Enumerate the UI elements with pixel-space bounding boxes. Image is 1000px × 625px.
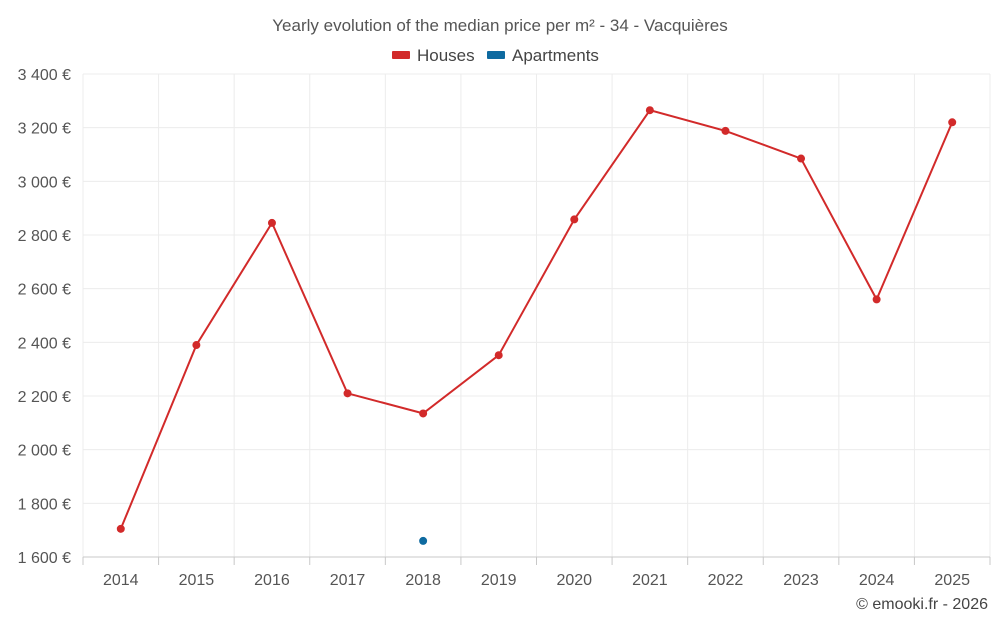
data-point-houses[interactable] xyxy=(116,524,125,533)
legend: Houses Apartments xyxy=(392,46,599,65)
grid xyxy=(82,73,991,558)
data-point-houses[interactable] xyxy=(948,118,957,127)
x-tick-label: 2022 xyxy=(708,572,744,589)
data-point-houses[interactable] xyxy=(721,126,730,135)
x-axis: 2014 2015 2016 2017 2018 2019 2020 2021 2022 2023… xyxy=(82,556,991,589)
data-point-houses[interactable] xyxy=(343,389,352,398)
y-axis: 1 600 € 1 800 € 2 000 € 2 200 € 2 400 € 2 600… xyxy=(18,67,71,567)
data-point-houses[interactable] xyxy=(570,215,579,224)
y-tick-label: 3 200 € xyxy=(18,121,71,138)
y-tick-label: 3 000 € xyxy=(18,174,71,191)
x-tick-label: 2016 xyxy=(254,572,290,589)
data-point-houses[interactable] xyxy=(872,295,881,304)
x-tick-label: 2025 xyxy=(934,572,970,589)
y-tick-label: 2 600 € xyxy=(18,282,71,299)
x-tick-label: 2021 xyxy=(632,572,668,589)
data-point-houses[interactable] xyxy=(494,351,503,360)
data-point-houses[interactable] xyxy=(645,106,654,115)
legend-swatch-houses xyxy=(392,51,410,59)
legend-label-apartments[interactable]: Apartments xyxy=(512,46,599,65)
series-layer xyxy=(116,106,957,545)
data-point-houses[interactable] xyxy=(419,409,428,418)
series-line-houses xyxy=(119,109,954,530)
x-tick-label: 2017 xyxy=(330,572,366,589)
data-point-houses[interactable] xyxy=(797,154,806,163)
y-tick-label: 2 800 € xyxy=(18,228,71,245)
chart-title: Yearly evolution of the median price per… xyxy=(272,16,727,35)
data-point-houses[interactable] xyxy=(267,218,276,227)
legend-label-houses[interactable]: Houses xyxy=(417,46,475,65)
x-tick-label: 2023 xyxy=(783,572,819,589)
x-tick-label: 2018 xyxy=(405,572,441,589)
y-tick-label: 2 400 € xyxy=(18,335,71,352)
credit: © emooki.fr - 2026 xyxy=(856,596,988,613)
x-tick-label: 2015 xyxy=(179,572,215,589)
y-tick-label: 2 200 € xyxy=(18,389,71,406)
x-tick-label: 2014 xyxy=(103,572,139,589)
y-tick-label: 1 600 € xyxy=(18,550,71,567)
data-point-apartments[interactable] xyxy=(419,536,428,545)
legend-swatch-apartments xyxy=(487,51,505,59)
y-tick-label: 2 000 € xyxy=(18,443,71,460)
y-tick-label: 3 400 € xyxy=(18,67,71,84)
data-point-houses[interactable] xyxy=(192,341,201,350)
x-tick-label: 2019 xyxy=(481,572,517,589)
y-tick-label: 1 800 € xyxy=(18,496,71,513)
x-tick-label: 2024 xyxy=(859,572,895,589)
x-tick-label: 2020 xyxy=(556,572,592,589)
